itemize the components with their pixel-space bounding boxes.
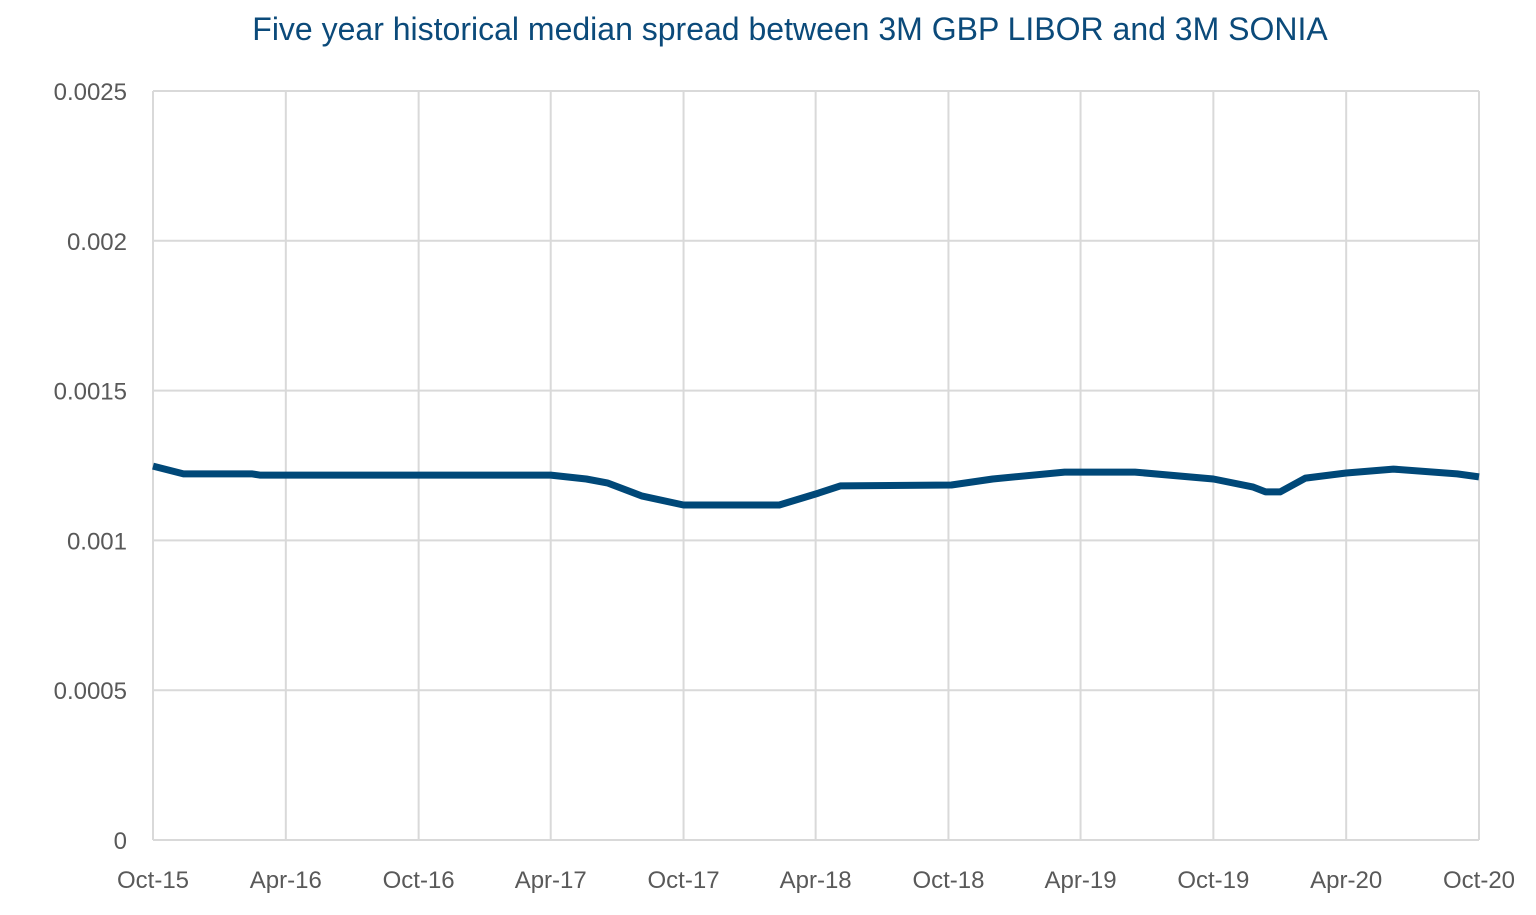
spread-line xyxy=(152,462,1480,509)
x-tick-label: Oct-20 xyxy=(1443,867,1515,894)
y-tick-label: 0.0025 xyxy=(54,79,127,106)
x-tick-label: Oct-15 xyxy=(117,867,189,894)
series-group xyxy=(152,462,1480,509)
x-tick-label: Oct-16 xyxy=(383,867,455,894)
y-tick-label: 0.0015 xyxy=(54,379,127,406)
x-tick-label: Apr-20 xyxy=(1310,867,1382,894)
x-tick-label: Apr-19 xyxy=(1045,867,1117,894)
x-axis-ticks: Oct-15 Apr-16 Oct-16 Apr-17 Oct-17 Apr-18 Oct-… xyxy=(117,867,1515,894)
y-tick-label: 0.0005 xyxy=(54,678,127,705)
y-tick-label: 0.002 xyxy=(67,229,127,256)
x-tick-label: Apr-16 xyxy=(250,867,322,894)
gridlines xyxy=(152,90,1480,841)
x-tick-label: Oct-18 xyxy=(912,867,984,894)
x-tick-label: Apr-18 xyxy=(780,867,852,894)
x-tick-label: Oct-19 xyxy=(1177,867,1249,894)
x-tick-label: Oct-17 xyxy=(648,867,720,894)
x-tick-label: Apr-17 xyxy=(515,867,587,894)
chart-title: Five year historical median spread betwe… xyxy=(252,11,1328,47)
y-axis-ticks: 0 0.0005 0.001 0.0015 0.002 0.0025 xyxy=(54,79,127,855)
y-tick-label: 0 xyxy=(114,828,127,855)
y-tick-label: 0.001 xyxy=(67,528,127,555)
